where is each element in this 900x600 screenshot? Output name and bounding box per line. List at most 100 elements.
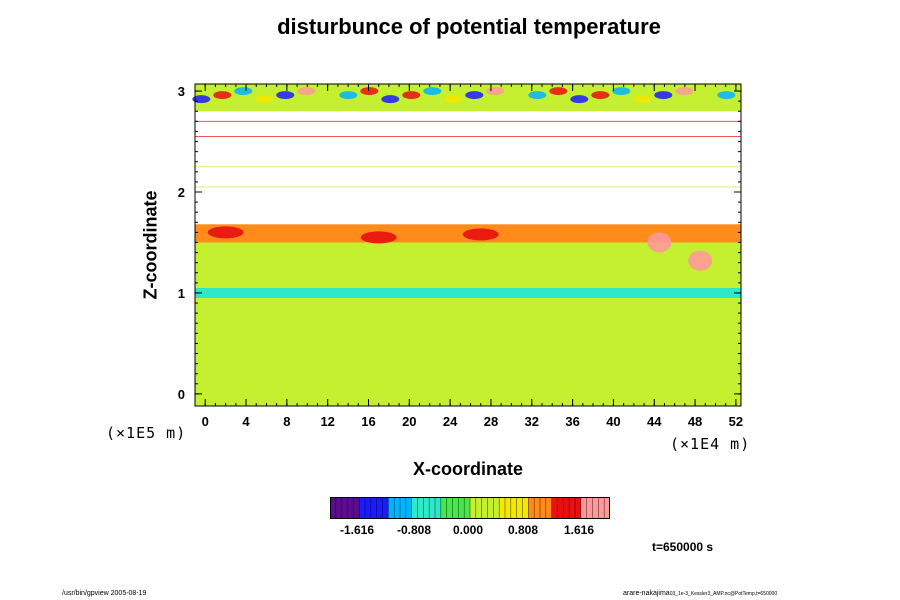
x-tick-label: 8	[283, 414, 290, 429]
x-axis-unit: (×1E4 m)	[670, 435, 751, 453]
colorbar-cell	[359, 497, 366, 519]
colorbar-cell	[347, 497, 354, 519]
noise-streak	[234, 87, 253, 96]
noise-streak	[339, 91, 358, 100]
noise-streak	[507, 95, 526, 104]
noise-streak	[255, 95, 274, 104]
noise-streak	[213, 91, 232, 100]
colorbar-cell	[475, 497, 483, 519]
colorbar-cell	[400, 497, 407, 519]
colorbar-cell	[405, 497, 413, 519]
colorbar-cell	[575, 497, 582, 519]
noise-streak	[423, 87, 442, 96]
footer-source-main: arare-nakajima	[623, 590, 670, 597]
noise-streak	[465, 91, 484, 100]
y-tick-label: 2	[178, 185, 185, 200]
colorbar-cell	[435, 497, 442, 519]
x-tick-label: 12	[320, 414, 334, 429]
colorbar-cell	[569, 497, 576, 519]
colorbar-tick-label: -1.616	[339, 523, 375, 537]
x-tick-label: 48	[688, 414, 702, 429]
noise-streak	[675, 87, 694, 96]
colorbar-cell	[388, 497, 395, 519]
colorbar-cell	[493, 497, 500, 519]
chart-title: disturbunce of potential temperature	[277, 14, 661, 39]
x-tick-label: 32	[525, 414, 539, 429]
colorbar-cell	[481, 497, 488, 519]
noise-streak	[654, 91, 673, 100]
colorbar-cell	[598, 497, 605, 519]
warm-patch	[554, 228, 591, 241]
colorbar-cell	[440, 497, 448, 519]
colorbar-cell	[341, 497, 348, 519]
colorbar-cell	[604, 497, 610, 519]
warm-patch	[647, 232, 672, 253]
colorbar-cell	[470, 497, 477, 519]
colorbar-cell	[540, 497, 547, 519]
plot-frame	[194, 83, 742, 407]
colorbar-cell	[394, 497, 401, 519]
colorbar-cell	[370, 497, 378, 519]
x-tick-label: 20	[402, 414, 416, 429]
noise-streak	[444, 95, 463, 104]
colorbar-frame	[330, 497, 610, 519]
colorbar-tick-label: 0.808	[507, 523, 539, 537]
colorbar-cell	[464, 497, 471, 519]
noise-streak	[360, 87, 379, 96]
colorbar-cell	[586, 497, 593, 519]
colorbar-cell	[365, 497, 372, 519]
noise-streak	[549, 87, 568, 96]
noise-streak	[528, 91, 547, 100]
colorbar-cell	[411, 497, 418, 519]
colorbar-cell	[551, 497, 558, 519]
colorbar	[330, 497, 610, 519]
colorbar-cell	[545, 497, 553, 519]
field-region	[195, 242, 741, 288]
noise-streak	[297, 87, 316, 96]
noise-streak	[276, 91, 295, 100]
y-tick-label: 3	[178, 84, 185, 99]
colorbar-cell	[563, 497, 570, 519]
colorbar-cell	[353, 497, 360, 519]
colorbar-tick-label: -0.808	[396, 523, 432, 537]
colorbar-cell	[382, 497, 389, 519]
x-tick-label: 52	[729, 414, 743, 429]
colorbar-cell	[376, 497, 383, 519]
x-tick-label: 4	[242, 414, 250, 429]
noise-streak	[318, 95, 337, 104]
warm-patch	[462, 228, 499, 241]
warm-patch	[688, 250, 713, 271]
colorbar-cell	[458, 497, 465, 519]
field-region	[195, 297, 741, 406]
colorbar-cell	[487, 497, 494, 519]
footer-source: arare-nakajima03_1e-3_Kessler3_AMP.nc@Po…	[623, 590, 777, 597]
noise-streak	[591, 91, 610, 100]
colorbar-tick-label: 0.000	[452, 523, 484, 537]
colorbar-cell	[452, 497, 459, 519]
x-tick-label: 28	[484, 414, 498, 429]
colorbar-cell	[335, 497, 343, 519]
noise-streak	[633, 95, 652, 104]
y-axis-unit: (×1E5 m)	[106, 424, 187, 442]
noise-streak	[717, 91, 736, 100]
colorbar-cell	[510, 497, 518, 519]
colorbar-cell	[417, 497, 424, 519]
x-tick-label: 40	[606, 414, 620, 429]
colorbar-tick-label: 1.616	[563, 523, 595, 537]
warm-patch	[207, 226, 244, 239]
noise-streak	[570, 95, 589, 104]
y-axis-label: Z-coordinate	[140, 190, 161, 300]
x-tick-label: 44	[647, 414, 662, 429]
colorbar-cell	[580, 497, 588, 519]
x-axis-label: X-coordinate	[412, 459, 524, 479]
field-region	[195, 287, 741, 296]
x-tick-label: 0	[202, 414, 209, 429]
colorbar-cell	[528, 497, 535, 519]
colorbar-cell	[423, 497, 430, 519]
x-tick-label: 16	[361, 414, 375, 429]
noise-streak	[486, 87, 505, 96]
noise-streak	[402, 91, 421, 100]
colorbar-cell	[446, 497, 453, 519]
x-tick-label: 36	[565, 414, 579, 429]
colorbar-cell	[534, 497, 541, 519]
